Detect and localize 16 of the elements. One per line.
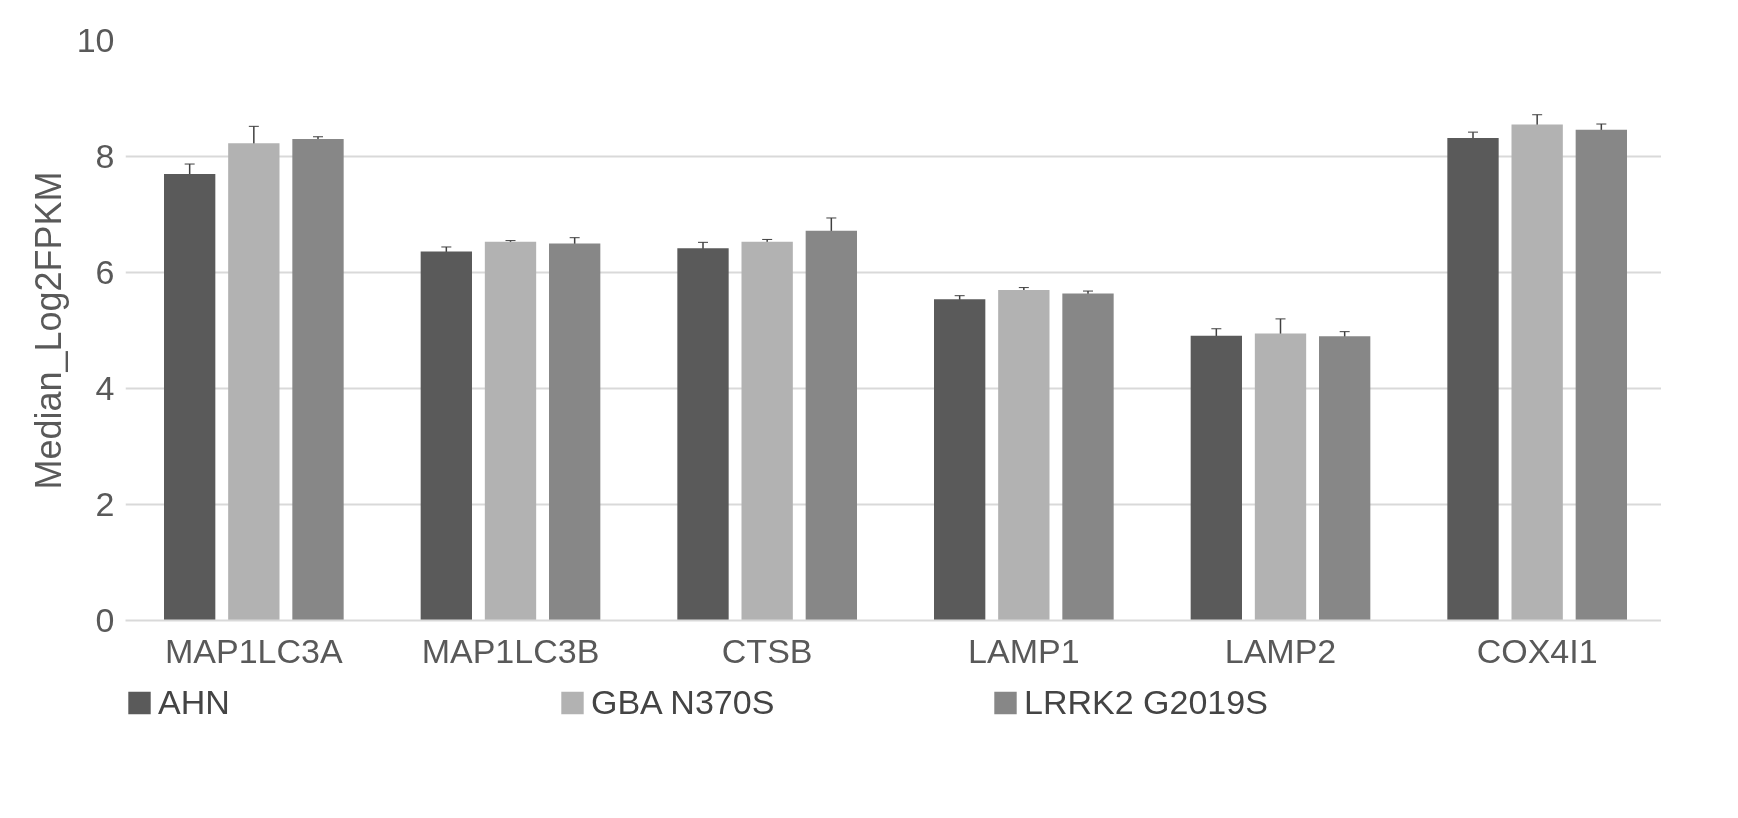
x-tick-label: MAP1LC3A (165, 631, 343, 670)
y-tick-label: 2 (95, 485, 115, 523)
x-tick-label: COX4I1 (1476, 631, 1598, 670)
y-tick-label: 6 (95, 253, 115, 291)
y-axis-title: Median_Log2FPKM (27, 171, 69, 490)
legend-label: LRRK2 G2019S (1024, 682, 1269, 722)
x-tick-label: LAMP1 (968, 631, 1080, 670)
x-tick-label: LAMP2 (1224, 631, 1337, 670)
y-tick-label: 8 (95, 137, 115, 175)
x-tick-label: MAP1LC3B (421, 631, 600, 670)
x-tick-label: CTSB (721, 631, 813, 670)
y-tick-label: 0 (95, 601, 115, 639)
legend-label: AHN (158, 682, 231, 722)
y-tick-label: 10 (76, 21, 115, 59)
legend-label: GBA N370S (591, 682, 776, 722)
y-tick-label: 4 (95, 369, 115, 407)
